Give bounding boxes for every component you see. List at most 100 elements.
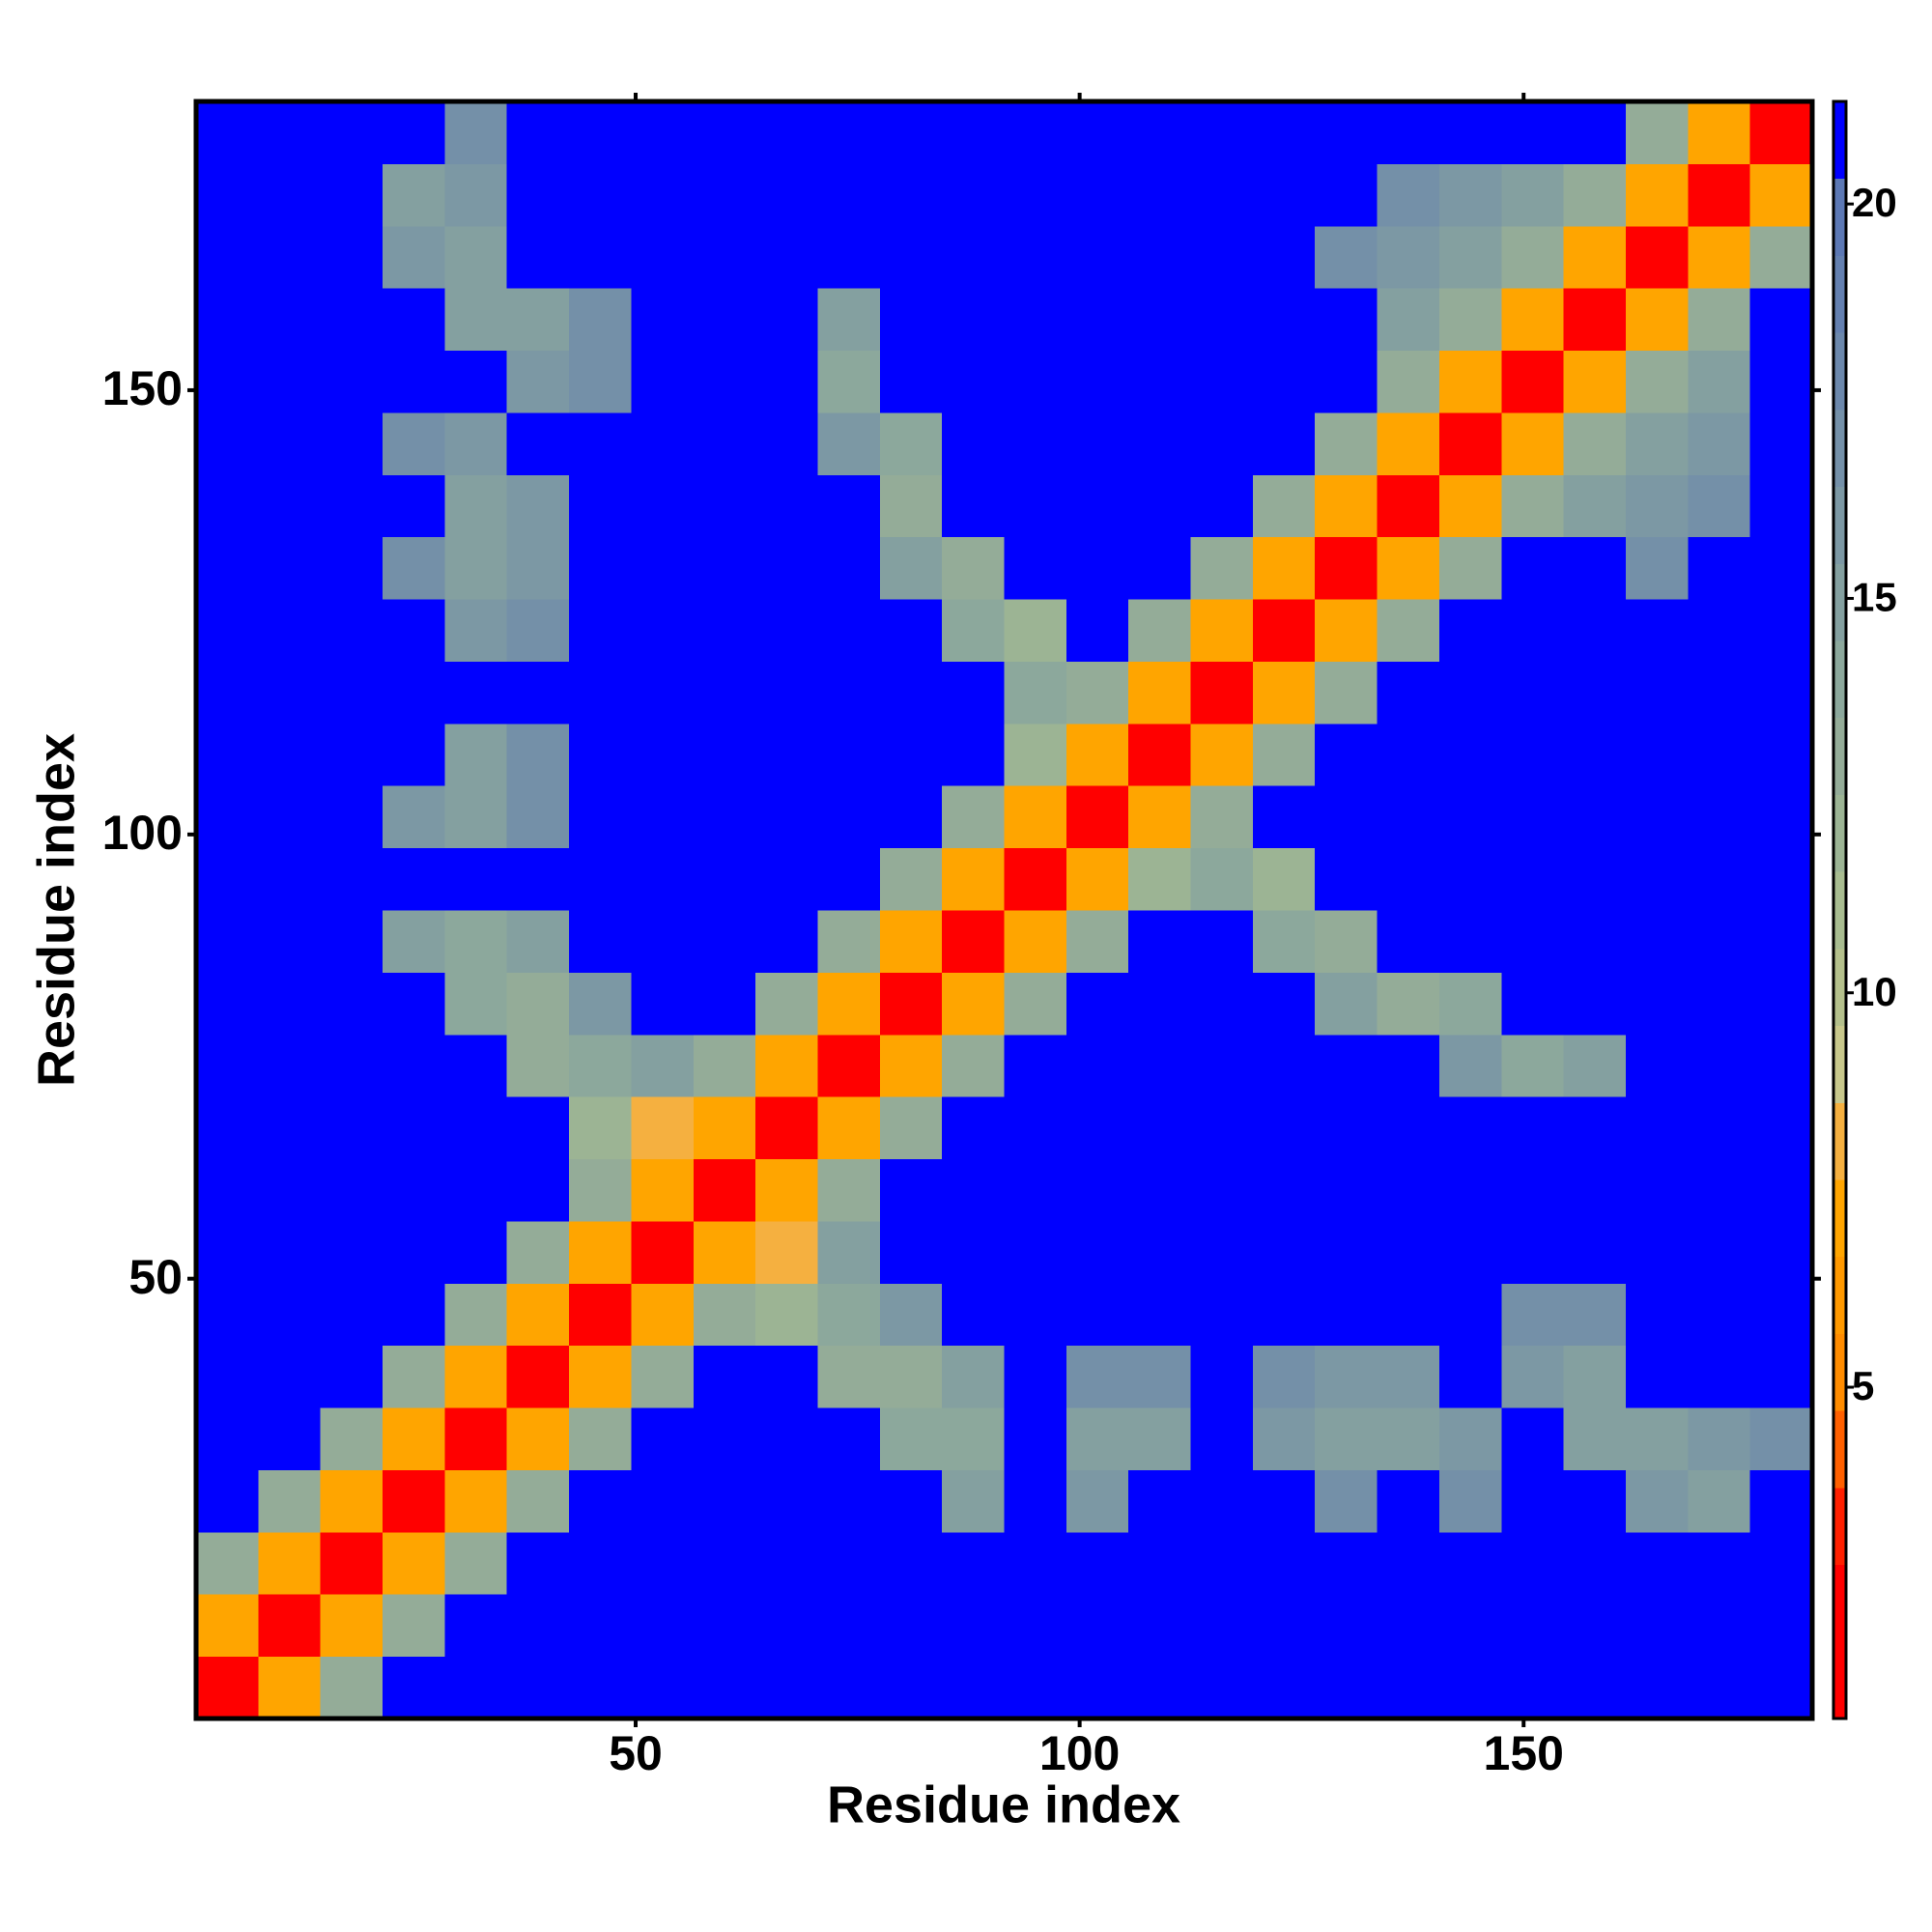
heatmap-cell — [1625, 1656, 1689, 1719]
heatmap-cell — [1563, 1531, 1627, 1595]
heatmap-cell — [1004, 785, 1067, 849]
heatmap-cell — [1190, 1656, 1254, 1719]
heatmap-cell — [1004, 1345, 1067, 1408]
heatmap-cell — [1315, 910, 1378, 973]
heatmap-cell — [383, 101, 445, 164]
heatmap-cell — [1315, 288, 1378, 352]
heatmap-cell — [942, 1283, 1005, 1347]
heatmap-cell — [1315, 785, 1378, 849]
heatmap-cell — [1563, 288, 1627, 352]
heatmap-cell — [1688, 972, 1751, 1036]
heatmap-cell — [1128, 474, 1192, 538]
heatmap-cell — [1438, 536, 1502, 600]
heatmap-cell — [258, 661, 322, 724]
heatmap-cell — [1004, 1656, 1067, 1719]
heatmap-cell — [817, 350, 881, 413]
heatmap-cell — [1501, 536, 1565, 600]
heatmap-cell — [1625, 288, 1689, 352]
heatmap-cell — [258, 972, 322, 1036]
heatmap-cell — [1065, 225, 1129, 289]
heatmap-cell — [942, 474, 1005, 538]
heatmap-cell — [383, 1096, 445, 1160]
heatmap-cell — [693, 847, 756, 911]
x-tick-label: 150 — [1484, 1726, 1564, 1780]
colorbar-swatch — [1833, 101, 1846, 180]
heatmap-cell — [1065, 910, 1129, 973]
heatmap-cell — [569, 163, 632, 227]
heatmap-cell — [258, 1158, 322, 1222]
heatmap-cell — [506, 288, 570, 352]
heatmap-cell — [506, 1096, 570, 1160]
heatmap-cell — [1563, 225, 1627, 289]
heatmap-cell — [1128, 1531, 1192, 1595]
heatmap-cell — [879, 1531, 943, 1595]
heatmap-cell — [1065, 661, 1129, 724]
heatmap-cell — [196, 474, 259, 538]
heatmap-cell — [879, 225, 943, 289]
heatmap-cell — [693, 785, 756, 849]
heatmap-cell — [444, 1469, 508, 1533]
heatmap-cell — [1004, 412, 1067, 475]
heatmap-cell — [258, 1345, 322, 1408]
heatmap-cell — [1438, 1469, 1502, 1533]
heatmap-cell — [1563, 785, 1627, 849]
heatmap-cell — [817, 412, 881, 475]
heatmap-cell — [879, 1469, 943, 1533]
heatmap-cell — [631, 1407, 695, 1470]
heatmap-cell — [569, 536, 632, 600]
heatmap-cell — [1438, 1345, 1502, 1408]
heatmap-cell — [258, 474, 322, 538]
heatmap-cell — [1377, 288, 1440, 352]
heatmap-cell — [258, 1656, 322, 1719]
heatmap-cell — [1377, 1594, 1440, 1658]
heatmap-cell — [1749, 972, 1813, 1036]
heatmap-cell — [1749, 1283, 1813, 1347]
heatmap-cell — [1563, 723, 1627, 786]
heatmap-cell — [444, 350, 508, 413]
heatmap-cell — [1501, 288, 1565, 352]
heatmap-cell — [1501, 1531, 1565, 1595]
heatmap-cell — [320, 1656, 384, 1719]
heatmap-cell — [817, 599, 881, 662]
heatmap-cell — [1749, 661, 1813, 724]
heatmap-cell — [631, 847, 695, 911]
heatmap-cell — [942, 1034, 1005, 1097]
heatmap-cell — [196, 847, 259, 911]
heatmap-cell — [196, 536, 259, 600]
heatmap-cell — [1377, 1158, 1440, 1222]
heatmap-cell — [1749, 1469, 1813, 1533]
heatmap-cell — [1065, 723, 1129, 786]
heatmap-cell — [1128, 910, 1192, 973]
heatmap-cell — [258, 1531, 322, 1595]
heatmap-cell — [320, 785, 384, 849]
heatmap-cell — [506, 1158, 570, 1222]
heatmap-cell — [1749, 163, 1813, 227]
heatmap-cell — [755, 350, 818, 413]
heatmap-cell — [1749, 785, 1813, 849]
heatmap-cell — [1128, 1158, 1192, 1222]
heatmap-cell — [1004, 1469, 1067, 1533]
heatmap-cell — [1688, 1283, 1751, 1347]
heatmap-cell — [693, 1096, 756, 1160]
heatmap-cell — [1625, 412, 1689, 475]
heatmap-cell — [444, 723, 508, 786]
heatmap-cell — [1065, 1220, 1129, 1284]
heatmap-cell — [755, 1096, 818, 1160]
heatmap-cell — [569, 288, 632, 352]
heatmap-cell — [1563, 599, 1627, 662]
heatmap-cell — [320, 910, 384, 973]
heatmap-cell — [755, 1158, 818, 1222]
heatmap-cell — [1004, 1531, 1067, 1595]
heatmap-cell — [383, 412, 445, 475]
heatmap-cell — [1190, 847, 1254, 911]
heatmap-cell — [755, 163, 818, 227]
heatmap-cell — [196, 1345, 259, 1408]
heatmap-cell — [320, 1469, 384, 1533]
heatmap-cell — [942, 1594, 1005, 1658]
heatmap-cell — [1004, 1407, 1067, 1470]
colorbar — [1833, 101, 1846, 1719]
heatmap-cell — [1377, 847, 1440, 911]
heatmap-cell — [383, 1034, 445, 1097]
heatmap-cell — [817, 1531, 881, 1595]
heatmap-cell — [693, 101, 756, 164]
